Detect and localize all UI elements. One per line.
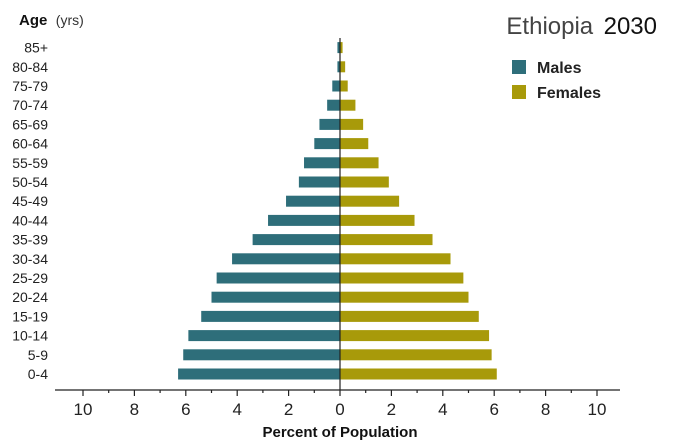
bar-males-75-79 xyxy=(332,80,340,92)
x-tick-label: 0 xyxy=(335,400,344,419)
bar-males-35-39 xyxy=(252,234,340,246)
bar-males-50-54 xyxy=(298,176,340,188)
bar-males-30-34 xyxy=(232,253,340,265)
bar-males-40-44 xyxy=(268,214,340,226)
y-tick-label: 35-39 xyxy=(12,232,48,248)
y-tick-label: 30-34 xyxy=(12,251,48,267)
bar-males-25-29 xyxy=(216,272,340,284)
bar-males-45-49 xyxy=(286,195,340,207)
legend-swatch-males xyxy=(512,60,526,74)
bar-females-45-49 xyxy=(340,195,400,207)
bar-males-0-4 xyxy=(178,368,340,380)
x-axis-title: Percent of Population xyxy=(262,424,417,441)
x-tick-label: 6 xyxy=(181,400,190,419)
bars-group xyxy=(178,42,497,380)
y-axis-label: Age (yrs) xyxy=(19,12,84,29)
bar-males-60-64 xyxy=(314,138,340,150)
legend-swatch-females xyxy=(512,85,526,99)
x-tick-label: 6 xyxy=(489,400,498,419)
y-axis-label-unit: (yrs) xyxy=(56,12,84,28)
legend-label-females: Females xyxy=(537,85,601,102)
x-tick-label: 8 xyxy=(541,400,550,419)
bar-females-70-74 xyxy=(340,99,356,111)
legend: Males Females xyxy=(512,60,601,102)
y-tick-label: 70-74 xyxy=(12,97,48,113)
bar-females-35-39 xyxy=(340,234,433,246)
y-tick-labels: 85+ 80-84 75-79 70-74 65-69 60-64 55-59 50-54 45… xyxy=(12,40,48,382)
x-tick-label: 4 xyxy=(232,400,241,419)
bar-females-55-59 xyxy=(340,157,379,169)
y-tick-label: 0-4 xyxy=(28,366,48,382)
bar-females-50-54 xyxy=(340,176,389,188)
y-tick-label: 20-24 xyxy=(12,289,48,305)
bar-females-15-19 xyxy=(340,310,479,322)
x-tick-label: 4 xyxy=(438,400,447,419)
y-tick-label: 60-64 xyxy=(12,136,48,152)
bar-males-70-74 xyxy=(327,99,340,111)
y-tick-label: 15-19 xyxy=(12,308,48,324)
y-tick-label: 25-29 xyxy=(12,270,48,286)
x-axis: 10 8 6 4 2 0 2 4 6 8 10 xyxy=(55,38,620,419)
legend-label-males: Males xyxy=(537,60,582,77)
bar-males-85+ xyxy=(337,42,340,54)
title-country: Ethiopia xyxy=(506,13,593,40)
y-tick-label: 5-9 xyxy=(28,347,48,363)
y-tick-label: 55-59 xyxy=(12,155,48,171)
x-tick-label: 8 xyxy=(130,400,139,419)
chart-title: Ethiopia 2030 xyxy=(506,13,657,40)
bar-males-20-24 xyxy=(211,291,340,303)
x-tick-label: 2 xyxy=(284,400,293,419)
y-tick-label: 50-54 xyxy=(12,174,48,190)
y-axis-label-bold: Age xyxy=(19,12,47,29)
bar-males-80-84 xyxy=(337,61,340,73)
y-tick-label: 85+ xyxy=(24,40,48,56)
bar-females-80-84 xyxy=(340,61,346,73)
bar-females-0-4 xyxy=(340,368,497,380)
bar-males-65-69 xyxy=(319,118,340,130)
bar-females-65-69 xyxy=(340,118,364,130)
bar-females-10-14 xyxy=(340,330,490,342)
bar-females-60-64 xyxy=(340,138,369,150)
bar-females-40-44 xyxy=(340,214,415,226)
y-tick-label: 40-44 xyxy=(12,212,48,228)
bar-males-10-14 xyxy=(188,330,340,342)
x-tick-label: 10 xyxy=(74,400,93,419)
title-year: 2030 xyxy=(604,13,657,40)
bar-females-85+ xyxy=(340,42,343,54)
bar-males-55-59 xyxy=(304,157,340,169)
bar-females-25-29 xyxy=(340,272,464,284)
x-tick-label: 10 xyxy=(588,400,607,419)
bar-females-20-24 xyxy=(340,291,469,303)
bar-females-5-9 xyxy=(340,349,492,361)
bar-males-5-9 xyxy=(183,349,340,361)
bar-females-75-79 xyxy=(340,80,348,92)
y-tick-label: 75-79 xyxy=(12,78,48,94)
y-tick-label: 10-14 xyxy=(12,328,48,344)
y-tick-label: 80-84 xyxy=(12,59,48,75)
x-tick-label: 2 xyxy=(387,400,396,419)
bar-males-15-19 xyxy=(201,310,340,322)
bar-females-30-34 xyxy=(340,253,451,265)
y-tick-label: 65-69 xyxy=(12,116,48,132)
y-tick-label: 45-49 xyxy=(12,193,48,209)
